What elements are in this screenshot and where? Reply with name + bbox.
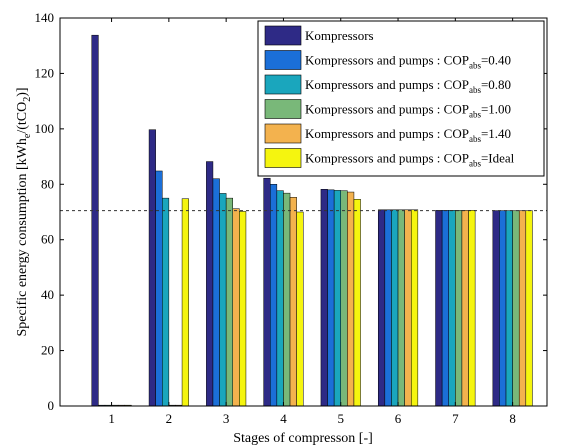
- bar-stage-4-series-3: [276, 190, 284, 407]
- bar-stage-3-series-6: [239, 211, 247, 407]
- bar-stage-3-series-1: [206, 161, 214, 407]
- y-tick-label: 120: [35, 65, 55, 80]
- bar-stage-6-series-3: [391, 209, 399, 407]
- bar-stage-4-series-2: [270, 184, 278, 407]
- y-tick-label: 60: [41, 232, 54, 247]
- bar-stage-1-series-1: [91, 34, 99, 407]
- bar-stage-8-series-5: [518, 210, 527, 407]
- bar-stage-4-series-1: [263, 177, 271, 407]
- x-tick-label: 6: [395, 411, 402, 426]
- x-axis-label: Stages of compresson [-]: [233, 431, 373, 446]
- bar-stage-6-series-1: [377, 209, 386, 407]
- legend-swatch-4: [264, 99, 302, 119]
- y-tick-label: 40: [41, 287, 54, 302]
- y-tick-label: 0: [48, 398, 55, 413]
- x-tick-label: 8: [509, 411, 516, 426]
- plot-frame: [59, 17, 548, 407]
- bar-stage-5-series-2: [327, 189, 335, 407]
- bar-stage-6-series-5: [404, 209, 412, 407]
- legend-label-6: Kompressors and pumps : COPabs=Ideal: [305, 151, 515, 169]
- bar-stage-3-series-5: [232, 208, 240, 407]
- legend-swatch-3: [264, 74, 302, 95]
- bar-stage-8-series-2: [499, 210, 507, 407]
- x-tick-label: 7: [452, 411, 459, 426]
- legend-label-5: Kompressors and pumps : COPabs=1.40: [305, 126, 511, 144]
- y-tick-label: 140: [35, 10, 55, 25]
- bar-stage-3-series-4: [225, 197, 233, 407]
- bar-stage-4-series-6: [296, 211, 304, 407]
- bar-stage-2-series-6: [181, 198, 189, 407]
- x-tick-label: 4: [280, 411, 287, 426]
- bar-stage-3-series-2: [212, 178, 220, 407]
- bar-stage-7-series-2: [441, 210, 449, 407]
- bar-stage-8-series-4: [512, 210, 520, 407]
- y-tick-label: 80: [41, 176, 54, 191]
- x-tick-label: 3: [223, 411, 230, 426]
- y-tick-label: 100: [35, 121, 55, 136]
- bar-stage-8-series-3: [505, 210, 513, 407]
- legend-label-1: Kompressors: [305, 28, 374, 43]
- bar-stage-6-series-4: [397, 209, 405, 407]
- x-tick-label: 1: [108, 411, 115, 426]
- bar-stage-6-series-6: [410, 209, 419, 407]
- bar-stage-2-series-2: [155, 170, 163, 407]
- x-axis: 1 2 3 4 5 6 7 8: [108, 18, 516, 426]
- bar-stage-7-series-1: [435, 210, 443, 407]
- x-tick-label: 5: [337, 411, 344, 426]
- legend-box: [257, 20, 545, 177]
- bar-stage-8-series-1: [492, 210, 500, 407]
- legend-swatch-1: [264, 25, 302, 46]
- bar-stage-2-series-1: [148, 129, 156, 407]
- y-axis: 0 20 40 60 80 100 120 140: [35, 10, 547, 413]
- bar-stage-8-series-6: [525, 210, 533, 407]
- legend-swatch-5: [264, 123, 302, 144]
- bar-stage-5-series-1: [320, 189, 328, 407]
- bar-stage-7-series-6: [468, 210, 476, 407]
- bar-stage-6-series-2: [384, 209, 392, 407]
- legend-label-2: Kompressors and pumps : COPabs=0.40: [305, 53, 511, 71]
- bar-stage-7-series-3: [448, 210, 456, 407]
- bar-stage-7-series-4: [455, 210, 463, 407]
- bar-stage-4-series-5: [289, 197, 297, 407]
- legend-label-4: Kompressors and pumps : COPabs=1.00: [305, 102, 511, 120]
- bar-stage-3-series-3: [219, 193, 227, 407]
- y-tick-label: 20: [41, 343, 54, 358]
- legend-label-3: Kompressors and pumps : COPabs=0.80: [305, 77, 511, 95]
- x-tick-label: 2: [166, 411, 173, 426]
- bar-stage-5-series-5: [347, 191, 355, 407]
- bar-stage-5-series-3: [333, 190, 341, 407]
- legend-swatch-2: [264, 50, 302, 70]
- bar-stage-7-series-5: [461, 210, 469, 407]
- legend-swatch-6: [264, 148, 302, 168]
- bar-stage-5-series-4: [340, 190, 348, 407]
- legend: Kompressors Kompressors and pumps : COPab…: [257, 20, 545, 177]
- y-axis-label: Specific energy consumption [kWhe/(tCO2)…: [15, 87, 33, 336]
- bar-stage-2-series-3: [162, 197, 170, 407]
- bar-stage-5-series-6: [353, 199, 361, 407]
- bar-stage-4-series-4: [283, 192, 291, 407]
